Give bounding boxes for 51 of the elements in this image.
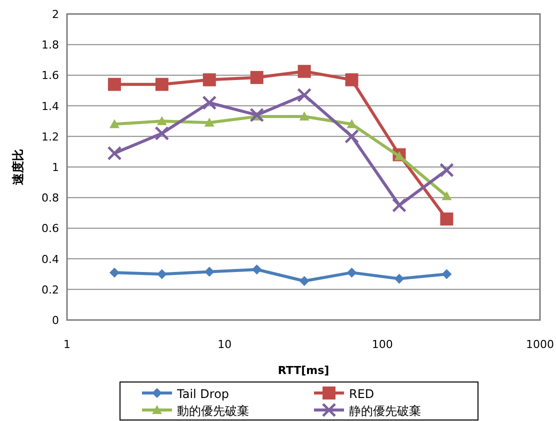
x-tick-label: 1000 (526, 338, 554, 351)
legend-label: 静的優先破棄 (349, 404, 421, 418)
y-tick-label: 0 (52, 314, 59, 327)
y-axis-title: 速度比 (11, 149, 25, 186)
y-tick-label: 1.2 (42, 130, 59, 144)
point (204, 266, 214, 277)
point (109, 119, 120, 128)
x-tick-label: 100 (372, 338, 393, 351)
point (156, 269, 167, 280)
point (394, 151, 404, 160)
point (394, 274, 404, 284)
point (155, 78, 168, 91)
point (346, 119, 357, 128)
legend-label: 動的優先破棄 (177, 404, 249, 418)
x-tick-label: 1 (64, 338, 70, 351)
legend-label: RED (349, 387, 374, 401)
y-tick-label: 1.4 (42, 100, 59, 113)
point (442, 191, 452, 200)
point (344, 129, 360, 144)
y-tick-label: 0.2 (42, 283, 59, 296)
point (107, 146, 122, 160)
point (439, 162, 454, 178)
point (202, 73, 216, 86)
y-tick-label: 0.8 (42, 192, 59, 205)
point (109, 268, 120, 278)
point (442, 269, 452, 280)
y-tick-label: 1 (52, 161, 59, 174)
point (298, 64, 311, 78)
y-tick-label: 0.4 (42, 252, 59, 266)
point (392, 198, 406, 212)
point (345, 73, 358, 86)
y-tick-label: 1.8 (42, 38, 59, 52)
y-tick-label: 1.6 (42, 69, 59, 82)
point (204, 118, 214, 127)
point (297, 88, 312, 102)
point (154, 126, 170, 141)
point (299, 276, 310, 286)
y-tick-label: 2 (52, 8, 59, 21)
point (299, 112, 310, 121)
x-tick-label: 10 (218, 338, 232, 351)
point (346, 268, 357, 278)
point (250, 108, 264, 122)
y-tick-label: 0.6 (42, 222, 59, 236)
point (156, 116, 167, 126)
x-axis-title: RTT[ms] (278, 364, 330, 377)
legend-label: Tail Drop (176, 387, 230, 401)
point (440, 212, 454, 226)
point (108, 78, 121, 91)
point (252, 264, 262, 275)
point (250, 70, 264, 84)
point (202, 95, 217, 110)
